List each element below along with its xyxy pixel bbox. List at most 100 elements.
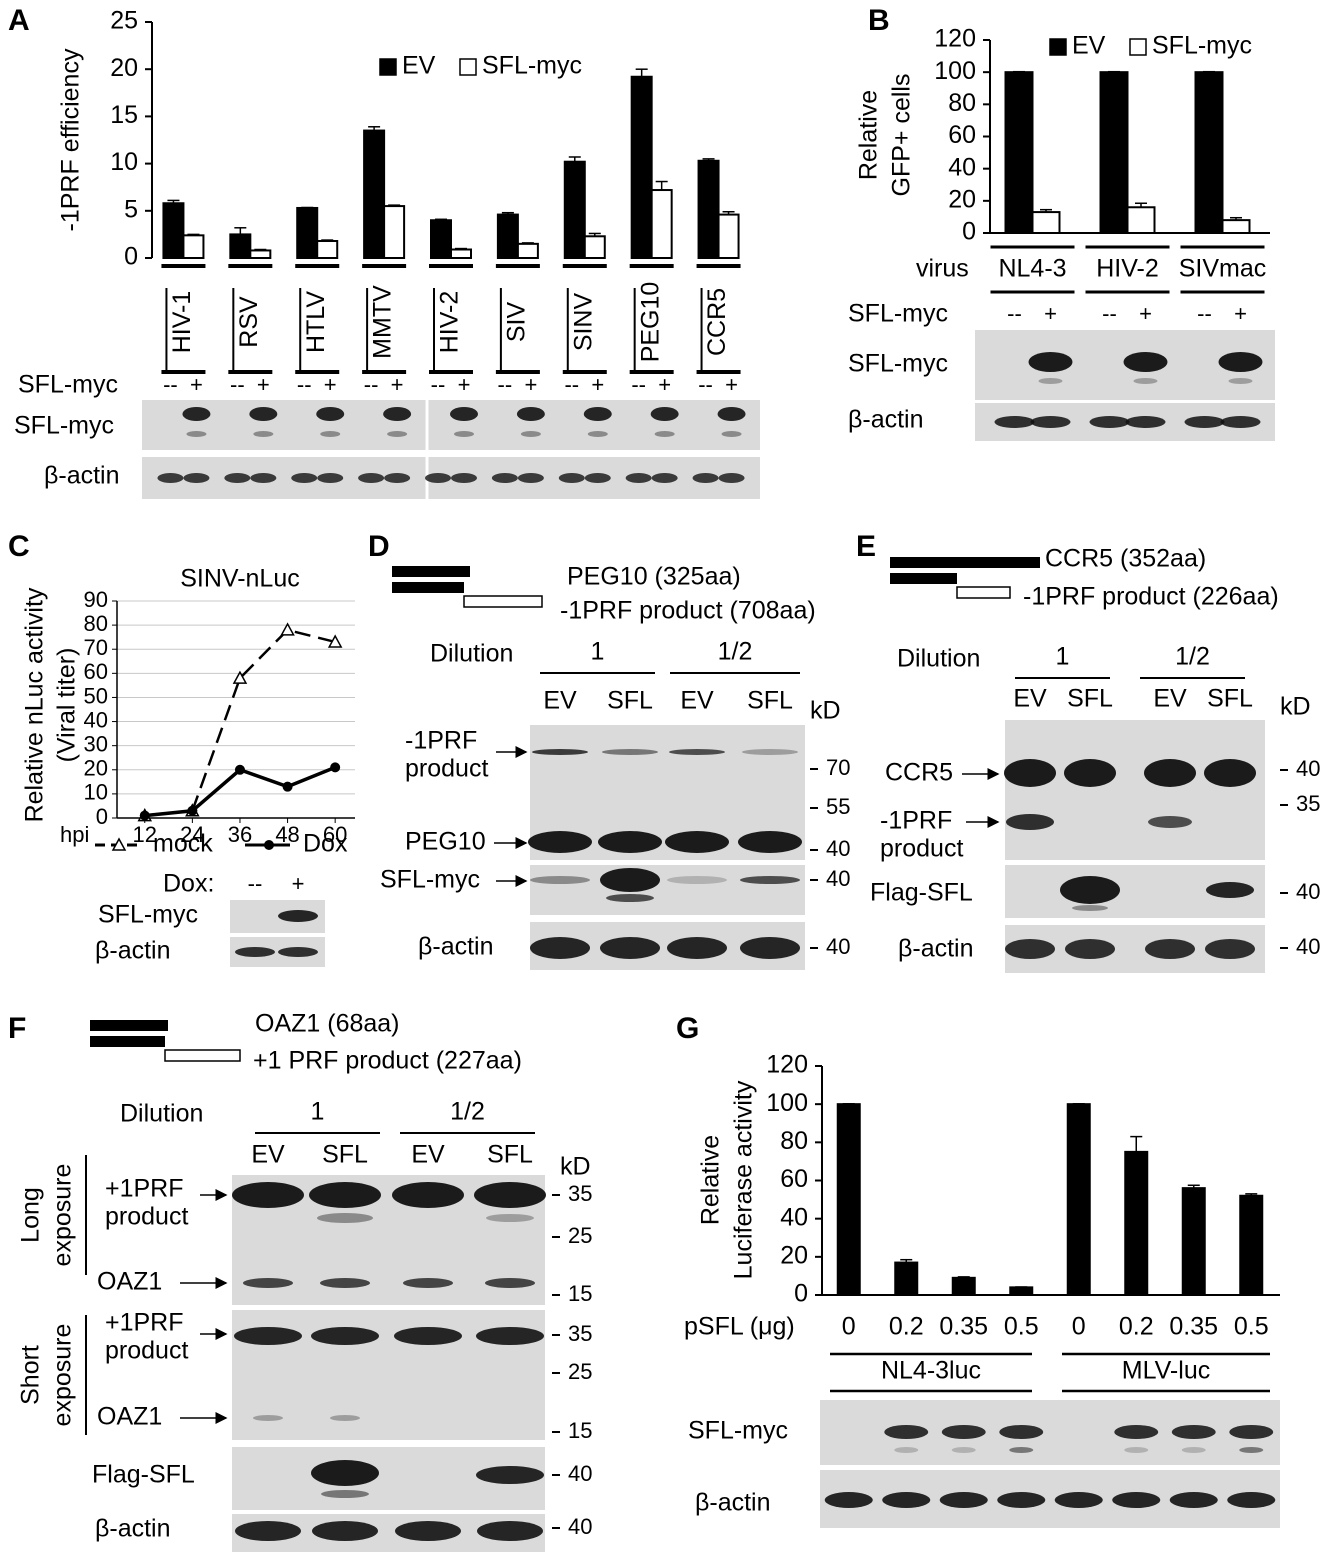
- lane-label: EV: [411, 1141, 445, 1169]
- lane-label: +: [190, 372, 203, 397]
- y-tick-label: 5: [124, 195, 138, 223]
- bar: [951, 1276, 976, 1296]
- bar: [563, 160, 586, 260]
- blot-band: [476, 1327, 544, 1345]
- dilution-label: Dilution: [430, 640, 513, 668]
- x-tick-label: MMTV: [369, 285, 397, 359]
- unit-label: kD: [1280, 693, 1311, 721]
- axis-title: -1PRF efficiency: [57, 48, 85, 231]
- blot-band: [824, 1492, 873, 1508]
- construct-bar: [392, 566, 470, 577]
- row-label: β-actin: [848, 406, 924, 434]
- lane-label: --: [1007, 301, 1022, 326]
- lane-label: --: [163, 372, 178, 397]
- blot-band: [1054, 1492, 1103, 1508]
- blot-band: [1148, 816, 1192, 828]
- y-tick-label: 20: [84, 756, 108, 781]
- construct-label: CCR5 (352aa): [1045, 545, 1206, 573]
- point: [187, 805, 198, 816]
- y-tick-label: 0: [96, 804, 108, 829]
- kd-marker: 40: [1296, 756, 1320, 781]
- y-tick-label: 20: [110, 54, 138, 82]
- kd-marker: 40: [1296, 879, 1320, 904]
- row-label: -1PRF: [880, 807, 952, 835]
- lane-label: +: [1139, 301, 1152, 326]
- blot-band: [1028, 352, 1073, 372]
- lane-label: SFL: [747, 687, 793, 715]
- blot-band: [1144, 759, 1196, 787]
- bar: [316, 240, 339, 259]
- axis-title: Relative: [697, 1135, 725, 1225]
- lane-label: +: [391, 372, 404, 397]
- blot-band: [311, 1460, 379, 1486]
- lane-label: EV: [251, 1141, 285, 1169]
- point: [232, 670, 248, 684]
- row-label: PEG10: [405, 828, 486, 856]
- bar: [1194, 71, 1224, 234]
- kd-marker: 40: [568, 1514, 592, 1539]
- blot-band: [997, 1492, 1046, 1508]
- row-label: +1PRF: [105, 1175, 184, 1203]
- x-tick-label: SINV: [569, 293, 597, 352]
- blot-band: [291, 473, 318, 483]
- lane-label: --: [1102, 301, 1117, 326]
- bar: [516, 242, 539, 259]
- x-tick-label: PEG10: [636, 282, 664, 363]
- lane-label: +: [1234, 301, 1247, 326]
- panel-letter: C: [8, 530, 30, 563]
- blot: [1005, 720, 1265, 860]
- blot-band: [1114, 1425, 1159, 1439]
- construct-bar: [890, 557, 1040, 568]
- blot-band: [583, 407, 612, 421]
- lane-label: --: [631, 372, 646, 397]
- lane-label: +: [292, 871, 305, 896]
- group-label: MLV-luc: [1122, 1357, 1210, 1385]
- bar: [1099, 71, 1129, 234]
- dilution: 1/2: [718, 638, 753, 666]
- blot-band: [606, 894, 654, 902]
- dilution-label: Dilution: [120, 1100, 203, 1128]
- blot-band: [721, 431, 742, 437]
- y-tick-label: 120: [934, 25, 976, 53]
- axis-title: Short: [17, 1345, 45, 1405]
- blot-band: [1006, 814, 1054, 830]
- dilution-label: Dilution: [897, 645, 980, 673]
- blot-band: [1060, 876, 1120, 904]
- construct-bar: [463, 595, 543, 608]
- y-tick-label: 40: [84, 707, 108, 732]
- lane-label: +: [324, 372, 337, 397]
- lane-label: --: [498, 372, 513, 397]
- blot-band: [311, 1327, 379, 1345]
- blot-band: [395, 1521, 461, 1541]
- blot-band: [651, 473, 678, 483]
- kd-marker: 40: [826, 836, 850, 861]
- x-tick-label: SIVmac: [1179, 255, 1267, 283]
- panel-letter: G: [676, 1012, 699, 1045]
- y-tick-label: 80: [84, 611, 108, 636]
- row-label: product: [105, 1203, 188, 1231]
- blot-band: [250, 473, 277, 483]
- blot-band: [600, 937, 660, 959]
- blot-band: [530, 937, 590, 959]
- row-label: OAZ1: [97, 1268, 162, 1296]
- construct-bar: [890, 573, 957, 584]
- construct-bar: [164, 1049, 241, 1062]
- construct-bar: [956, 586, 1011, 599]
- construct-label: -1PRF product (226aa): [1023, 583, 1279, 611]
- lane-label: --: [698, 372, 713, 397]
- lane-label: EV: [1153, 685, 1187, 713]
- blot-band: [317, 473, 344, 483]
- kd-marker: 40: [1296, 934, 1320, 959]
- y-tick-label: 20: [780, 1241, 808, 1269]
- bar: [1031, 211, 1061, 234]
- blot-band: [1123, 352, 1168, 372]
- bar: [496, 213, 519, 260]
- bar: [296, 206, 319, 260]
- blot-band: [425, 473, 451, 483]
- kd-marker: 40: [568, 1461, 592, 1486]
- blot-band: [485, 1278, 535, 1288]
- y-tick-label: 50: [84, 683, 108, 708]
- lane-label: EV: [680, 687, 714, 715]
- bar: [1126, 206, 1156, 234]
